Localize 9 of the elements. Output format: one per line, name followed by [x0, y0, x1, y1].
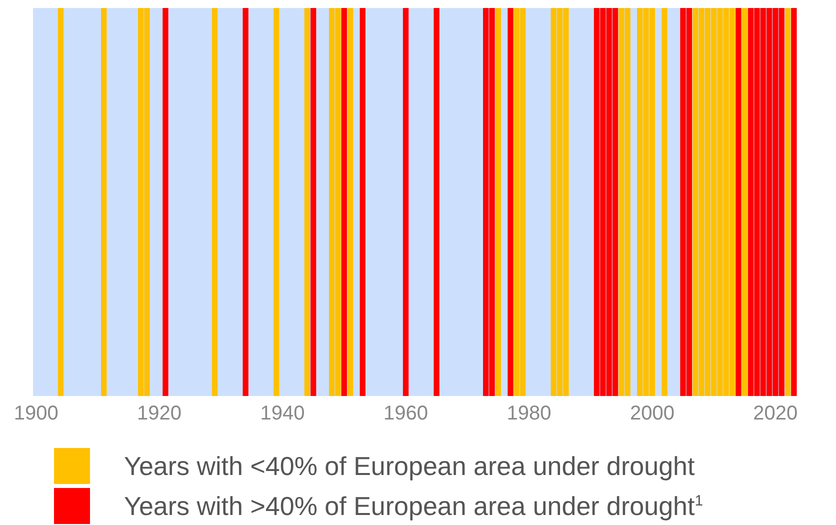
x-tick-label: 1960: [384, 402, 428, 425]
x-tick-label: 1920: [137, 402, 182, 425]
x-tick-label: 2000: [630, 402, 674, 425]
legend-label: Years with >40% of European area under drought$^{1}$: [124, 490, 704, 522]
x-tick-label: 2020: [753, 402, 798, 425]
x-tick-label: 1900: [14, 402, 58, 425]
x-tick-label: 1940: [260, 402, 305, 425]
x-tick-label: 1980: [506, 402, 552, 425]
legend-label: Years with <40% of European area under drought: [124, 450, 695, 482]
